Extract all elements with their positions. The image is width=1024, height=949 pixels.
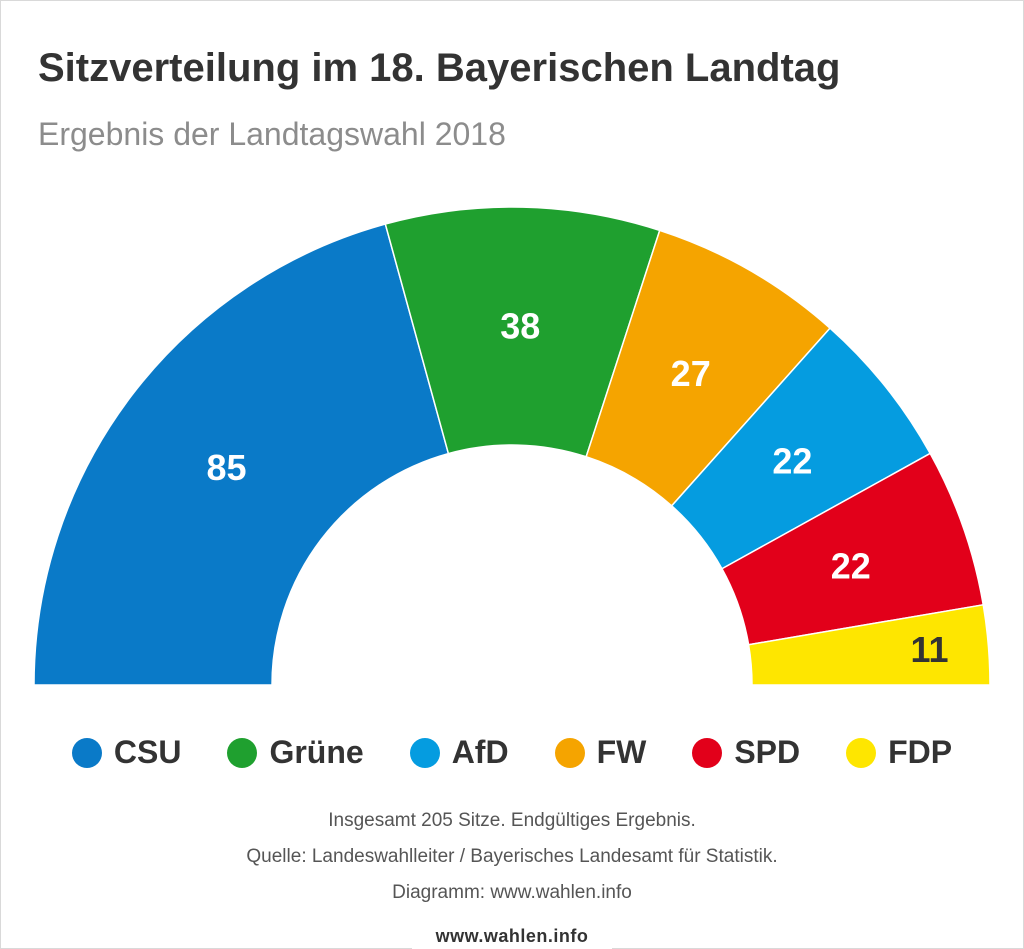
footer-total-note: Insgesamt 205 Sitze. Endgültiges Ergebni… <box>328 810 696 831</box>
legend-swatch <box>846 737 877 768</box>
legend-item-spd: SPD <box>692 734 800 771</box>
brand-watermark: www.wahlen.info <box>412 926 612 949</box>
legend: CSU Grüne AfD FW SPD FDP <box>0 734 1024 771</box>
legend-swatch <box>554 737 585 768</box>
seat-label-fw: 27 <box>671 353 711 394</box>
legend-swatch <box>692 737 723 768</box>
legend-item-fw: FW <box>554 734 647 771</box>
legend-swatch <box>409 737 440 768</box>
seat-label-afd: 22 <box>772 440 812 481</box>
legend-label: Grüne <box>269 734 364 770</box>
footer-source: Quelle: Landeswahlleiter / Bayerisches L… <box>246 846 778 867</box>
legend-item-fdp: FDP <box>846 734 952 771</box>
legend-item-afd: AfD <box>409 734 509 771</box>
legend-swatch <box>71 737 102 768</box>
seat-label-spd: 22 <box>831 546 871 587</box>
slice-grüne <box>384 206 661 458</box>
legend-item-csu: CSU <box>71 734 182 771</box>
slice-fdp <box>747 603 991 686</box>
legend-label: CSU <box>113 734 182 770</box>
legend-label: AfD <box>451 734 509 770</box>
legend-label: FDP <box>888 734 953 770</box>
chart-subtitle: Ergebnis der Landtagswahl 2018 <box>38 116 506 152</box>
legend-swatch <box>227 737 258 768</box>
seat-label-grüne: 38 <box>500 306 540 347</box>
seat-label-fdp: 11 <box>910 629 948 670</box>
legend-item-grüne: Grüne <box>227 734 364 771</box>
seat-label-csu: 85 <box>206 447 246 488</box>
chart-title: Sitzverteilung im 18. Bayerischen Landta… <box>38 46 841 90</box>
seat-distribution-chart: 85 38 27 22 22 11 <box>33 206 991 686</box>
footer-credit: Diagramm: www.wahlen.info <box>392 882 632 903</box>
slice-csu <box>33 223 450 686</box>
legend-label: SPD <box>734 734 801 770</box>
legend-label: FW <box>596 734 647 770</box>
